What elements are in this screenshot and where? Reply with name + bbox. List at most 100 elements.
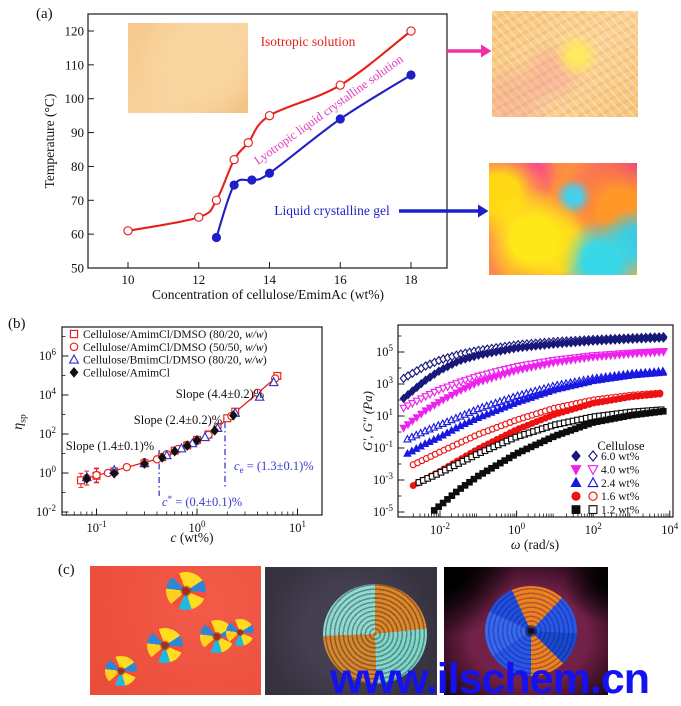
blue-arrow-head <box>478 204 489 218</box>
marker-triangle-down <box>434 399 444 407</box>
chart-shape: 10 <box>661 523 674 537</box>
tick-label: 10-5 <box>373 503 393 519</box>
chart-shape: 10 <box>376 345 389 359</box>
small-spherulite <box>165 571 206 611</box>
legend-label: Cellulose/AmimCl/DMSO (80/20, w/w) <box>83 329 268 341</box>
chart-shape: 10 <box>376 409 389 423</box>
chart-shape: 10 <box>289 521 302 535</box>
marker-circle <box>247 175 257 185</box>
chart-shape: 0 <box>201 519 206 529</box>
chart-shape: Cellulose/AmimCl/DMSO (50/50, <box>83 342 245 354</box>
lyotropic-lc-solution-micrograph <box>492 11 638 117</box>
legend-label: 2.4 wt% <box>601 478 640 490</box>
x-axis-title: ω (rad/s) <box>511 537 559 552</box>
x-tick-label: 12 <box>192 272 205 287</box>
marker-diamond <box>69 367 79 378</box>
marker-triangle-down <box>456 387 466 396</box>
marker-circle <box>229 180 239 190</box>
marker-triangle-down <box>443 394 452 403</box>
y-tick-label: 50 <box>71 261 84 276</box>
marker-triangle-down <box>430 388 439 398</box>
chart-shape: c <box>170 530 176 545</box>
marker-circle <box>123 226 133 236</box>
spherulite-micrograph-maroon-field <box>444 567 608 695</box>
marker-triangle-down <box>447 391 457 400</box>
chart-shape: 10 <box>373 441 386 455</box>
chart-shape: 5 <box>389 343 394 353</box>
y-tick-label: 60 <box>71 227 84 242</box>
marker-triangle-down <box>509 368 518 376</box>
chart-shape: 3 <box>389 375 394 385</box>
marker-triangle-down <box>587 465 599 476</box>
legend-header: Cellulose <box>597 439 645 453</box>
marker-triangle-up <box>254 391 265 401</box>
marker-square <box>659 407 667 415</box>
ce-annotation: ce = (1.3±0.1)% <box>234 459 314 475</box>
tick-label: 104 <box>39 386 57 402</box>
chart-shape: 10 <box>39 349 52 363</box>
liquid-crystalline-gel-label: Liquid crystalline gel <box>274 203 390 218</box>
y-axis-title: G′, G″ (Pa) <box>360 391 375 451</box>
tick-label: 100 <box>189 519 207 535</box>
marker-triangle-down <box>408 400 417 409</box>
series-2.4wt-Gp <box>403 367 668 457</box>
marker-triangle-down <box>461 385 470 394</box>
chart-shape: c <box>234 459 240 473</box>
chart-shape: 1 <box>302 519 307 529</box>
marker-triangle-down <box>522 365 532 373</box>
chart-shape: = (0.4±0.1)% <box>172 495 242 509</box>
tick-label: 102 <box>39 425 56 441</box>
chart-shape: 10 <box>39 466 52 480</box>
marker-triangle-up <box>570 476 582 488</box>
marker-circle <box>588 491 598 501</box>
chart-shape: 1 <box>389 407 394 417</box>
marker-triangle-down <box>491 373 501 382</box>
chart-shape: 6 <box>52 347 57 357</box>
chart-shape: 4 <box>674 521 679 531</box>
chart-shape: 10 <box>373 473 386 487</box>
y-tick-label: 120 <box>65 24 85 39</box>
chart-shape: e <box>240 465 244 475</box>
chart-shape: c <box>162 495 168 509</box>
series-4.0wt-Gp <box>399 348 668 433</box>
chart-shape: 10 <box>39 427 52 441</box>
marker-triangle-down <box>527 364 536 372</box>
marker-diamond <box>399 393 408 404</box>
legend-label: 1.2 wt% <box>601 505 640 517</box>
marker-diamond <box>229 410 238 421</box>
chart-shape: 2 <box>597 521 602 531</box>
chart-shape: 0 <box>52 464 57 474</box>
chart-shape: Cellulose/BmimCl/DMSO (80/20, <box>83 355 244 367</box>
small-spherulite <box>225 619 254 646</box>
chart-shape: 2 <box>52 425 57 435</box>
marker-square <box>435 503 442 511</box>
marker-triangle-down <box>469 374 479 383</box>
chart-shape: (wt%) <box>176 530 213 545</box>
marker-diamond <box>109 468 119 479</box>
marker-triangle-down <box>425 391 435 400</box>
marker-triangle-down <box>513 366 523 375</box>
marker-triangle-down <box>452 380 461 389</box>
marker-square <box>69 329 79 339</box>
marker-triangle-down <box>412 414 422 423</box>
chart-shape: -2 <box>49 503 57 513</box>
chart-shape: 10 <box>189 521 202 535</box>
chart-shape: w/w <box>245 342 264 354</box>
marker-triangle-down <box>496 372 505 381</box>
phase-diagram-plot: 10 12 14 16 18 50 60 70 80 90 100 110 120 Concentrati… <box>42 13 492 302</box>
marker-triangle-down <box>474 379 483 387</box>
marker-square <box>588 505 598 515</box>
marker-triangle-down <box>483 376 492 385</box>
marker-triangle-down <box>487 375 496 383</box>
marker-diamond <box>571 450 581 462</box>
marker-square <box>439 499 447 507</box>
marker-triangle-down <box>412 397 422 406</box>
marker-circle <box>92 470 101 480</box>
marker-triangle-down <box>416 395 426 404</box>
marker-triangle-down <box>438 385 448 394</box>
marker-triangle-down <box>416 410 426 419</box>
chart-shape: 4 <box>52 386 57 396</box>
chart-shape: η <box>11 423 26 430</box>
chart-shape: ) <box>263 355 267 367</box>
